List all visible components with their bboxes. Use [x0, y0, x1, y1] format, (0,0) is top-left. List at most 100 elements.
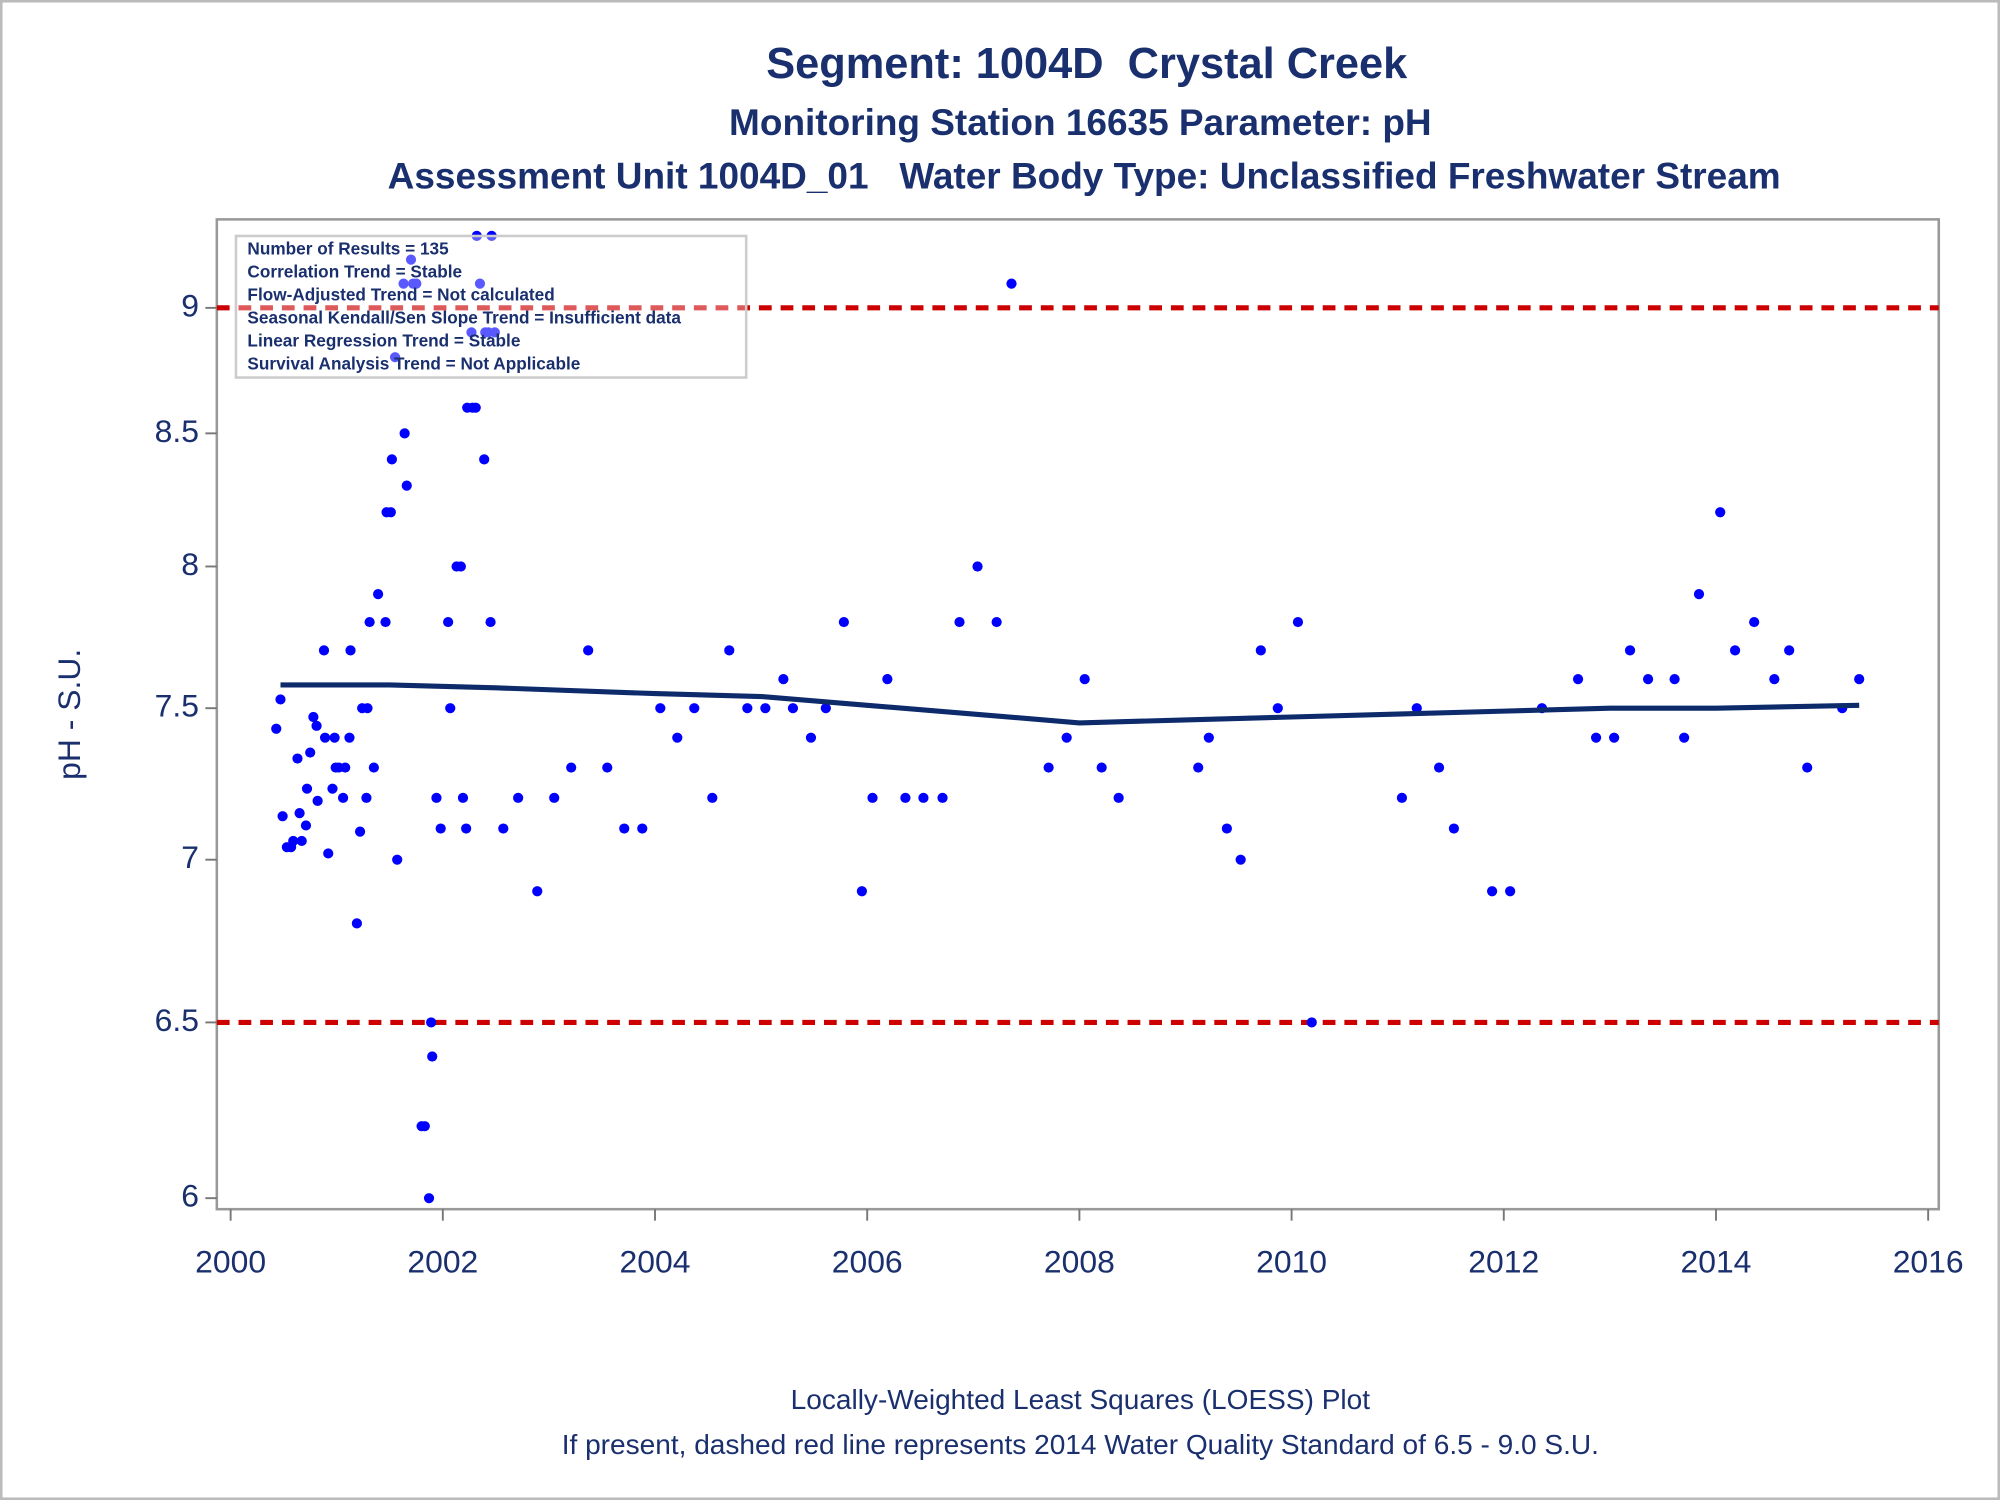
y-tick-label: 6.5	[155, 1002, 199, 1038]
data-point	[707, 792, 718, 803]
data-point	[296, 835, 307, 847]
data-point	[373, 589, 384, 600]
data-point	[1854, 674, 1865, 685]
data-point	[361, 792, 372, 803]
data-point	[1505, 886, 1516, 897]
data-point	[401, 480, 412, 491]
data-point	[294, 808, 305, 819]
data-point	[805, 732, 817, 743]
annotation: Correlation Trend = Stable	[247, 262, 462, 282]
data-point	[1096, 762, 1107, 773]
annotation-box	[234, 234, 748, 379]
data-point	[1292, 616, 1304, 628]
footnote: Locally-Weighted Least Squares (LOESS) P…	[791, 1384, 1371, 1415]
data-point	[1061, 732, 1072, 743]
x-tick-label: 2000	[195, 1243, 266, 1279]
data-point	[345, 645, 356, 656]
data-point	[301, 783, 313, 794]
data-point	[549, 792, 560, 803]
data-point	[1396, 792, 1408, 803]
data-point	[1679, 732, 1690, 743]
data-point	[1411, 703, 1422, 714]
data-point	[318, 645, 330, 656]
data-point	[1193, 762, 1204, 773]
data-point	[445, 703, 456, 714]
data-point	[389, 352, 401, 363]
data-point	[1043, 762, 1054, 773]
data-point	[972, 561, 983, 572]
x-tick-label: 2010	[1256, 1243, 1327, 1279]
data-point	[787, 703, 799, 714]
data-point	[689, 703, 700, 714]
y-axis-label: pH - S.U.	[51, 649, 87, 780]
data-point	[1669, 674, 1680, 685]
data-point	[1769, 674, 1780, 685]
data-point	[479, 454, 490, 465]
loess-line	[280, 682, 1860, 726]
x-tick-label: 2008	[1044, 1243, 1115, 1279]
data-point	[1749, 616, 1760, 628]
data-point	[1006, 278, 1017, 289]
data-point	[1079, 674, 1090, 685]
x-tick-label: 2004	[620, 1243, 691, 1279]
data-point	[637, 823, 648, 834]
y-tick-label: 8.5	[155, 413, 199, 449]
data-point	[882, 674, 893, 685]
data-point	[1802, 762, 1813, 773]
annotation: Linear Regression Trend = Stable	[247, 330, 520, 350]
y-tick-label: 7	[181, 839, 199, 875]
data-point	[513, 792, 524, 803]
data-point	[354, 826, 366, 837]
data-point	[655, 703, 666, 714]
data-point	[275, 694, 286, 705]
data-point	[277, 811, 288, 822]
data-point	[867, 792, 878, 803]
data-point	[820, 703, 831, 714]
data-point	[466, 327, 477, 338]
data-point	[474, 278, 486, 289]
data-point	[411, 278, 422, 289]
y-tick-label: 9	[181, 287, 199, 323]
data-point	[271, 723, 282, 734]
annotation: Flow-Adjusted Trend = Not calculated	[247, 284, 554, 304]
data-point	[399, 428, 410, 439]
data-point	[583, 645, 594, 656]
footnote: If present, dashed red line represents 2…	[562, 1429, 1599, 1460]
data-point	[1715, 507, 1726, 518]
y-tick-label: 7.5	[155, 688, 199, 724]
data-point	[778, 674, 789, 685]
data-point	[455, 561, 466, 572]
data-point	[311, 720, 322, 731]
data-point	[364, 616, 375, 628]
data-point	[954, 616, 965, 628]
data-point	[619, 823, 630, 834]
data-point	[742, 703, 753, 714]
data-point	[292, 753, 303, 764]
data-point	[1433, 762, 1445, 773]
data-point	[461, 823, 472, 834]
data-point	[1113, 792, 1124, 803]
data-point	[1255, 645, 1266, 656]
data-point	[443, 616, 454, 628]
data-point	[1448, 823, 1460, 834]
data-point	[918, 792, 929, 803]
data-point	[329, 732, 340, 743]
data-point	[351, 918, 362, 929]
data-point	[308, 711, 319, 723]
data-point	[337, 792, 349, 803]
data-point	[362, 703, 373, 714]
data-point	[937, 792, 948, 803]
x-tick-label: 2006	[832, 1243, 903, 1279]
data-point	[470, 402, 481, 413]
data-point	[900, 792, 911, 803]
x-tick-label: 2012	[1468, 1243, 1539, 1279]
data-point	[489, 327, 500, 338]
data-point	[1203, 732, 1214, 743]
data-point	[457, 792, 469, 803]
x-tick-label: 2016	[1893, 1243, 1964, 1279]
data-point	[602, 762, 613, 773]
data-point	[1693, 589, 1705, 600]
chart-subtitle: Assessment Unit 1004D_01 Water Body Type…	[388, 155, 1781, 196]
